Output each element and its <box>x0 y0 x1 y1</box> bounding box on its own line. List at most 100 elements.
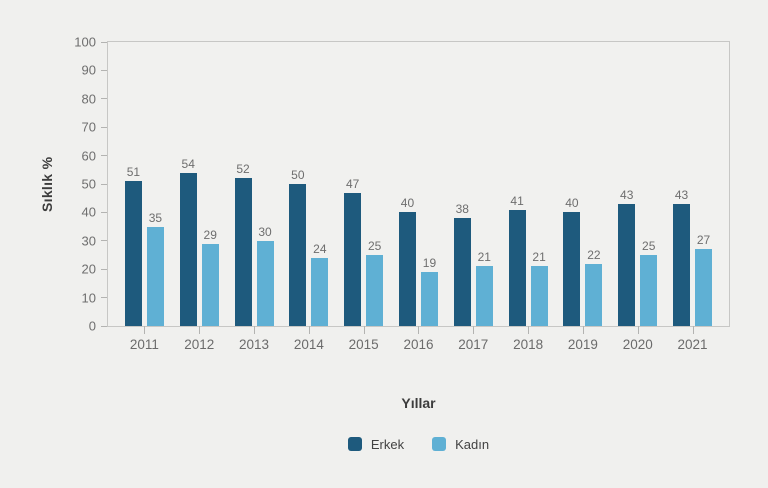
y-axis-tick-label: 90 <box>81 62 96 78</box>
legend: Erkek Kadın <box>107 437 730 451</box>
bar-erkek-2020: 43 <box>618 189 636 326</box>
x-axis-label: 2021 <box>677 337 708 352</box>
bar-value-label: 35 <box>148 210 163 225</box>
x-axis-title: Yıllar <box>401 395 436 411</box>
x-axis-label: 2020 <box>622 337 653 352</box>
bar-erkek-2021: 43 <box>673 189 691 326</box>
bar-group-2013: 2013 52 30 <box>227 42 282 351</box>
legend-swatch-kadın <box>432 437 447 451</box>
bar-value-label: 30 <box>258 224 272 239</box>
y-axis-tick-label: 50 <box>81 176 96 192</box>
bar-value-label: 43 <box>620 187 634 202</box>
bar-group-2017: 2017 38 21 <box>446 42 501 351</box>
x-axis-tick <box>254 326 256 334</box>
bar-group-2015: 2015 47 25 <box>336 42 391 351</box>
bar-erkek-2016: 40 <box>398 197 416 326</box>
bar-group-2014: 2014 50 24 <box>281 42 336 351</box>
bar-erkek-2014: 50 <box>289 169 307 326</box>
y-axis-tick-label: 30 <box>81 233 96 249</box>
x-axis-label: 2011 <box>129 337 159 352</box>
x-axis-label: 2016 <box>403 337 434 352</box>
bar-value-label: 19 <box>422 256 437 271</box>
bar-group-2019: 2019 40 22 <box>556 42 611 351</box>
x-axis-tick <box>637 326 639 334</box>
legend-item-erkek: Erkek <box>347 436 405 452</box>
bar-kadın-2017: 21 <box>475 251 493 326</box>
bar-group-2011: 2011 51 35 <box>117 42 172 351</box>
legend-swatch-erkek <box>347 437 362 451</box>
x-axis-tick <box>418 326 420 334</box>
bar-value-label: 27 <box>696 233 711 248</box>
bar-kadın-2012: 29 <box>201 229 219 326</box>
bar-kadın-2016: 19 <box>420 257 438 326</box>
bars-row: 2011 51 35 2012 54 29 2013 52 30 2014 50 24 2015 47 25… <box>108 42 729 351</box>
legend-label: Erkek <box>370 436 405 452</box>
y-axis-tick-label: 20 <box>81 261 96 277</box>
bar-value-label: 51 <box>126 165 141 180</box>
y-axis-tick-label: 0 <box>88 318 96 334</box>
x-axis-tick <box>144 326 146 334</box>
y-axis-tick <box>101 297 107 299</box>
y-axis-tick-label: 100 <box>74 34 96 50</box>
bar-kadın-2020: 25 <box>640 240 658 326</box>
x-axis-label: 2017 <box>458 337 489 352</box>
x-axis-tick <box>363 326 365 334</box>
bar-kadın-2015: 25 <box>366 240 384 326</box>
y-axis-tick <box>101 155 107 157</box>
x-axis-label: 2018 <box>513 337 544 352</box>
bar-erkek-2013: 52 <box>234 163 252 326</box>
legend-item-kadın: Kadın <box>432 437 489 451</box>
bar-value-label: 25 <box>642 239 656 253</box>
bar-value-label: 40 <box>400 196 415 211</box>
y-axis-tick-label: 10 <box>81 290 96 306</box>
y-axis-title: Sıklık % <box>39 156 55 212</box>
y-axis-tick-label: 60 <box>81 148 96 164</box>
bar-value-label: 43 <box>674 187 689 202</box>
x-axis-tick <box>199 326 201 334</box>
bar-value-label: 21 <box>477 250 491 265</box>
bar-erkek-2011: 51 <box>124 166 142 326</box>
y-axis-tick <box>101 126 107 128</box>
bar-group-2016: 2016 40 19 <box>391 42 446 351</box>
x-axis-label: 2014 <box>293 337 324 352</box>
x-axis-tick <box>528 326 530 334</box>
y-axis-tick <box>101 98 107 100</box>
bar-erkek-2015: 47 <box>344 178 362 326</box>
bar-group-2021: 2021 43 27 <box>665 42 720 351</box>
bar-erkek-2018: 41 <box>508 195 526 326</box>
bar-value-label: 25 <box>367 239 382 253</box>
y-axis-tick-label: 40 <box>81 204 96 220</box>
bar-kadın-2013: 30 <box>256 226 274 326</box>
x-axis-label: 2012 <box>184 337 215 352</box>
y-axis-tick <box>101 183 107 185</box>
bar-kadın-2011: 35 <box>146 212 164 326</box>
bar-value-label: 38 <box>455 202 469 217</box>
bar-erkek-2019: 40 <box>563 197 581 326</box>
x-axis-label: 2013 <box>239 337 270 352</box>
bar-value-label: 52 <box>236 162 250 177</box>
bar-kadın-2014: 24 <box>311 243 329 326</box>
y-axis-tick <box>101 268 107 270</box>
bar-kadın-2019: 22 <box>585 249 603 326</box>
y-axis-tick <box>101 41 107 43</box>
bar-erkek-2017: 38 <box>453 203 471 326</box>
x-axis-label: 2015 <box>348 337 379 352</box>
x-axis-tick <box>582 326 584 334</box>
bar-erkek-2012: 54 <box>179 158 197 326</box>
y-axis-tick-label: 70 <box>81 119 96 135</box>
x-axis-tick <box>308 326 310 334</box>
bar-value-label: 21 <box>532 250 546 265</box>
bar-group-2018: 2018 41 21 <box>501 42 556 351</box>
y-axis-tick <box>101 69 107 71</box>
y-axis-tick <box>101 240 107 242</box>
bar-value-label: 54 <box>181 156 195 171</box>
plot-area: 2011 51 35 2012 54 29 2013 52 30 2014 50 24 2015 47 25… <box>74 36 730 351</box>
legend-label: Kadın <box>455 436 490 452</box>
bar-value-label: 29 <box>203 227 217 242</box>
bar-value-label: 40 <box>565 196 579 211</box>
x-axis-tick <box>692 326 694 334</box>
bar-value-label: 50 <box>291 168 305 182</box>
bar-kadın-2018: 21 <box>530 251 548 326</box>
bar-value-label: 41 <box>510 193 524 208</box>
